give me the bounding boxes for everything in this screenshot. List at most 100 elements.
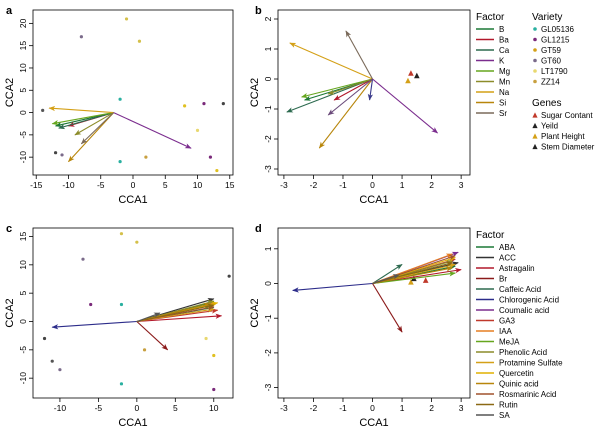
x-tick-label: 0 [370, 180, 375, 190]
legend-label: Quinic acid [499, 380, 539, 389]
y-tick-label: 20 [18, 18, 28, 28]
sample-point [142, 348, 147, 352]
legend-label: Rutin [499, 401, 518, 410]
vector-arrow [58, 112, 114, 130]
legend-label: GL05136 [541, 25, 574, 34]
sample-point [227, 274, 231, 278]
sample-point [42, 336, 47, 341]
legend-label: IAA [499, 327, 513, 336]
vector-arrow [367, 78, 374, 101]
y-tick-label: 15 [18, 232, 28, 242]
sample-point [204, 336, 208, 341]
gene-point [405, 77, 411, 84]
legend-label: Plant Height [541, 132, 585, 141]
vector-arrow [286, 78, 373, 113]
y-tick-label: -2 [263, 349, 273, 357]
x-tick-label: 10 [209, 403, 219, 413]
x-tick-label: 1 [400, 403, 405, 413]
panel-a: a -15 -10 -5 0 5 10 15 -10 -5 0 5 10 15 20 CCA1 CCA2 [4, 5, 235, 206]
vector-arrow [372, 266, 453, 285]
legend-label: GT60 [541, 57, 562, 66]
legend-label: SA [499, 411, 510, 420]
sample-point [208, 155, 213, 159]
legend-label: Si [499, 99, 506, 108]
sample-point [212, 353, 216, 358]
sample-point [137, 39, 142, 43]
panel-label: d [255, 223, 262, 235]
y-tick-label: -5 [18, 346, 28, 354]
sample-point [58, 368, 62, 372]
sample-point [81, 257, 85, 261]
x-tick-label: 0 [131, 180, 136, 190]
gene-point [408, 278, 414, 285]
y-tick-label: 0 [18, 319, 28, 324]
y-tick-label: 1 [263, 46, 273, 51]
legend-swatch [533, 37, 537, 42]
legend-swatch [533, 48, 537, 52]
legend-label: ACC [499, 254, 516, 263]
x-tick-label: 5 [173, 403, 178, 413]
vector-arrow [318, 78, 373, 149]
legend-label: GL1215 [541, 36, 570, 45]
vector-arrow [333, 78, 373, 101]
x-tick-label: -15 [30, 180, 43, 190]
x-tick-label: 1 [400, 180, 405, 190]
sample-point [119, 382, 124, 386]
legend-label: Sugar Contant [541, 111, 593, 120]
x-axis-label: CCA1 [118, 194, 147, 206]
x-tick-label: 0 [370, 403, 375, 413]
panel-label: a [6, 5, 13, 17]
sample-point [202, 102, 206, 106]
vector-arrow [113, 112, 192, 149]
vector-arrow [372, 261, 453, 285]
vector-arrow [51, 112, 114, 126]
x-tick-label: 5 [163, 180, 168, 190]
panels-layer: a-15 -10 -5 0 5 10 15-10-505101520CCA1CCA2b-3-… [4, 5, 471, 427]
legend-swatch [532, 133, 538, 139]
x-tick-label: -1 [339, 180, 347, 190]
vector-arrow [74, 112, 114, 136]
sample-point [183, 104, 187, 108]
legend-label: Br [499, 275, 507, 284]
legend-swatch [533, 27, 537, 31]
sample-point [60, 153, 64, 157]
y-tick-label: 5 [18, 88, 28, 93]
y-tick-label: -2 [263, 135, 273, 143]
x-axis-label: CCA1 [359, 417, 388, 427]
sample-point [212, 387, 216, 392]
x-tick-label: -10 [54, 403, 67, 413]
legend-label: Mn [499, 78, 510, 87]
sample-point [135, 240, 139, 244]
y-axis-label: CCA2 [4, 298, 16, 327]
y-tick-label: 10 [18, 63, 28, 73]
legend-label: Coumalic acid [499, 306, 549, 315]
legend-label: Na [499, 88, 510, 97]
y-axis-label: CCA2 [249, 298, 261, 327]
x-tick-label: 0 [134, 403, 139, 413]
legend-label: Ca [499, 46, 510, 55]
vector-arrow [327, 78, 373, 116]
x-tick-label: -10 [62, 180, 75, 190]
sample-point [144, 155, 148, 159]
legend-title: Genes [532, 98, 561, 109]
vector-arrow [327, 78, 373, 95]
y-tick-label: -1 [263, 105, 273, 113]
vector-arrow [372, 283, 403, 333]
y-tick-label: 10 [18, 260, 28, 270]
legend-label: Mg [499, 67, 510, 76]
y-tick-label: -10 [18, 372, 28, 385]
y-tick-label: -3 [263, 165, 273, 173]
y-tick-label: -1 [263, 314, 273, 322]
x-tick-label: 2 [429, 180, 434, 190]
vector-arrow [372, 78, 439, 134]
vector-arrow [136, 313, 223, 323]
y-axis-label: CCA2 [4, 78, 16, 107]
legend-label: ZZ14 [541, 78, 560, 87]
sample-point [118, 160, 122, 164]
vector-arrow [372, 271, 456, 285]
x-tick-label: 3 [459, 180, 464, 190]
